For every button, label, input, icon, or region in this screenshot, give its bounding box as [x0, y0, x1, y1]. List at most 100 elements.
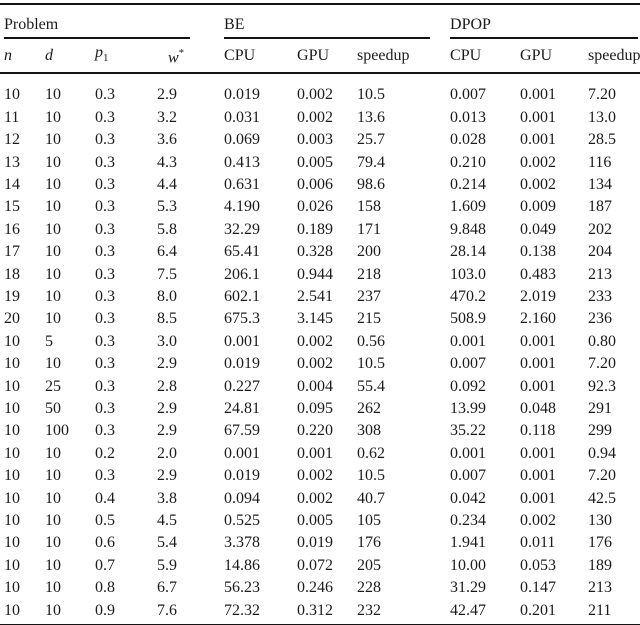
results-table-body: 10 10 0.3 2.9 0.019 0.002 10.5 0.007 0.001 7.20 11… — [4, 84, 640, 622]
cell-be-gpu: 0.001 — [297, 444, 333, 462]
cell-n: 10 — [4, 377, 20, 395]
table-row: 10 10 0.6 5.4 3.378 0.019 176 1.941 0.011 176 — [4, 532, 640, 554]
cell-be-cpu: 0.019 — [224, 355, 260, 373]
cell-dpop-gpu: 0.002 — [520, 175, 556, 193]
cell-w-star: 2.9 — [157, 422, 177, 440]
cell-w-star: 5.8 — [157, 220, 177, 238]
cell-n: 10 — [4, 556, 20, 574]
cell-d: 10 — [45, 467, 61, 485]
cell-dpop-cpu: 0.013 — [450, 108, 486, 126]
cell-w-star: 7.6 — [157, 601, 177, 619]
cell-n: 18 — [4, 265, 20, 283]
cell-p1: 0.2 — [95, 444, 115, 462]
cell-be-gpu: 0.220 — [297, 422, 333, 440]
cell-dpop-gpu: 0.001 — [520, 444, 556, 462]
cell-be-cpu: 0.019 — [224, 467, 260, 485]
cell-dpop-cpu: 1.941 — [450, 534, 486, 552]
cell-p1: 0.3 — [95, 153, 115, 171]
cell-dpop-speedup: 28.5 — [588, 131, 616, 149]
cell-dpop-cpu: 0.007 — [450, 355, 486, 373]
cell-d: 10 — [45, 601, 61, 619]
cell-be-gpu: 2.541 — [297, 287, 333, 305]
cell-be-cpu: 0.413 — [224, 153, 260, 171]
cell-dpop-speedup: 42.5 — [588, 489, 616, 507]
cell-dpop-cpu: 0.007 — [450, 467, 486, 485]
table-row: 18 10 0.3 7.5 206.1 0.944 218 103.0 0.483 213 — [4, 264, 640, 286]
cell-be-cpu: 0.525 — [224, 512, 260, 530]
cell-dpop-gpu: 0.001 — [520, 108, 556, 126]
cell-d: 10 — [45, 220, 61, 238]
column-header-dpop-cpu: CPU — [450, 46, 482, 64]
column-header-dpop-gpu: GPU — [520, 46, 553, 64]
cell-be-cpu: 0.227 — [224, 377, 260, 395]
cell-dpop-gpu: 0.001 — [520, 467, 556, 485]
cell-dpop-speedup: 291 — [588, 400, 612, 418]
cell-be-speedup: 10.5 — [357, 467, 385, 485]
table-row: 10 10 0.7 5.9 14.86 0.072 205 10.00 0.053 189 — [4, 555, 640, 577]
cell-w-star: 6.7 — [157, 579, 177, 597]
cell-d: 10 — [45, 198, 61, 216]
cell-dpop-gpu: 0.001 — [520, 355, 556, 373]
cell-dpop-cpu: 0.214 — [450, 175, 486, 193]
cell-p1: 0.3 — [95, 332, 115, 350]
column-header-row: n d p1 w* CPU GPU speedup CPU GPU speedu… — [4, 39, 640, 72]
cell-d: 10 — [45, 444, 61, 462]
cell-be-cpu: 0.031 — [224, 108, 260, 126]
cell-dpop-gpu: 0.009 — [520, 198, 556, 216]
cell-w-star: 5.3 — [157, 198, 177, 216]
column-header-n: n — [4, 46, 12, 64]
cell-be-cpu: 67.59 — [224, 422, 260, 440]
group-label-problem: Problem — [4, 16, 59, 33]
cell-dpop-speedup: 116 — [588, 153, 612, 171]
cell-w-star: 2.8 — [157, 377, 177, 395]
cell-dpop-speedup: 213 — [588, 265, 612, 283]
cell-be-cpu: 206.1 — [224, 265, 260, 283]
cell-dpop-speedup: 13.0 — [588, 108, 616, 126]
table-row: 19 10 0.3 8.0 602.1 2.541 237 470.2 2.019 233 — [4, 286, 640, 308]
cell-dpop-speedup: 204 — [588, 243, 612, 261]
cell-d: 10 — [45, 579, 61, 597]
table-row: 14 10 0.3 4.4 0.631 0.006 98.6 0.214 0.002 134 — [4, 174, 640, 196]
cell-dpop-cpu: 0.234 — [450, 512, 486, 530]
cell-dpop-cpu: 103.0 — [450, 265, 486, 283]
cell-p1: 0.3 — [95, 175, 115, 193]
cell-be-speedup: 0.62 — [357, 444, 385, 462]
results-table-header: Problem BE DPOP n d p1 w* — [4, 5, 640, 72]
cell-be-speedup: 98.6 — [357, 175, 385, 193]
cell-be-cpu: 675.3 — [224, 310, 260, 328]
cell-n: 20 — [4, 310, 20, 328]
cell-dpop-gpu: 0.048 — [520, 400, 556, 418]
cell-d: 25 — [45, 377, 61, 395]
table-row: 10 10 0.3 2.9 0.019 0.002 10.5 0.007 0.001 7.20 — [4, 353, 640, 375]
column-header-be-cpu: CPU — [224, 46, 256, 64]
cell-dpop-gpu: 0.002 — [520, 153, 556, 171]
group-header-problem: Problem — [4, 5, 224, 39]
cell-be-cpu: 65.41 — [224, 243, 260, 261]
cell-p1: 0.7 — [95, 556, 115, 574]
cell-dpop-gpu: 0.011 — [520, 534, 556, 552]
cell-be-speedup: 40.7 — [357, 489, 385, 507]
cell-dpop-speedup: 202 — [588, 220, 612, 238]
cell-dpop-cpu: 0.007 — [450, 86, 486, 104]
table-row: 10 10 0.5 4.5 0.525 0.005 105 0.234 0.002 130 — [4, 510, 640, 532]
group-header-dpop: DPOP — [450, 5, 640, 39]
cell-w-star: 5.9 — [157, 556, 177, 574]
cell-dpop-speedup: 92.3 — [588, 377, 616, 395]
cell-n: 10 — [4, 579, 20, 597]
cell-dpop-gpu: 0.147 — [520, 579, 556, 597]
table-body: 10 10 0.3 2.9 0.019 0.002 10.5 0.007 0.001 7.20 11… — [4, 84, 640, 622]
cell-n: 10 — [4, 86, 20, 104]
cell-w-star: 3.0 — [157, 332, 177, 350]
cell-be-cpu: 0.019 — [224, 86, 260, 104]
cell-d: 10 — [45, 556, 61, 574]
cell-be-speedup: 200 — [357, 243, 381, 261]
cell-d: 5 — [45, 332, 53, 350]
cell-p1: 0.3 — [95, 422, 115, 440]
cell-be-cpu: 602.1 — [224, 287, 260, 305]
cell-dpop-cpu: 42.47 — [450, 601, 486, 619]
cell-be-speedup: 237 — [357, 287, 381, 305]
table-header-rule — [0, 72, 640, 75]
cell-w-star: 2.9 — [157, 467, 177, 485]
cell-n: 14 — [4, 175, 20, 193]
cell-be-speedup: 228 — [357, 579, 381, 597]
